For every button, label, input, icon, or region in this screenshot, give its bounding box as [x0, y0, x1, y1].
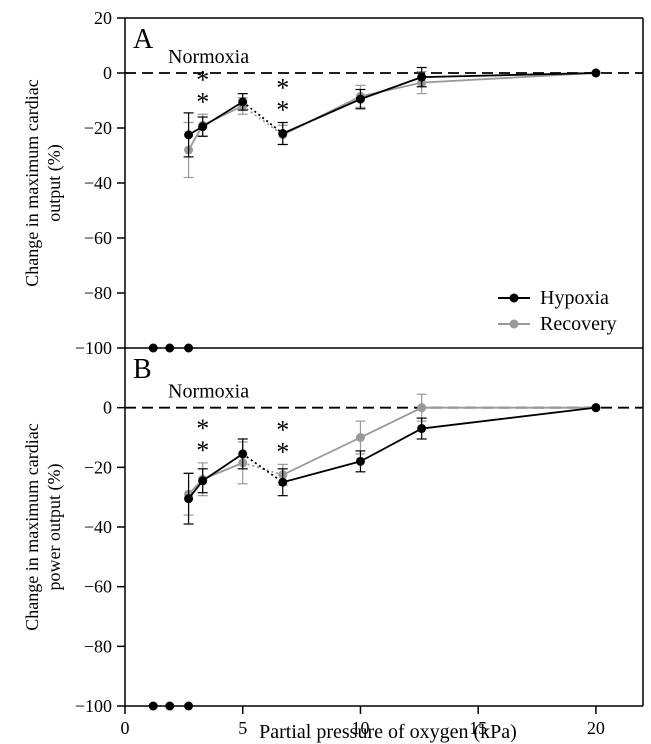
- y-axis-title: Change in maximum cardiac output (%): [22, 79, 65, 286]
- series-segment-recovery: [242, 461, 284, 476]
- x-tick-label: 20: [587, 718, 605, 738]
- series-segment-recovery: [282, 436, 361, 476]
- series-segment-hypoxia: [282, 460, 361, 484]
- normoxia-label: Normoxia: [168, 46, 249, 68]
- series-recovery: [183, 68, 601, 179]
- significance-asterisk: *: [196, 436, 209, 465]
- data-point-hypoxia: [198, 122, 208, 132]
- y-tick-label: −80: [84, 283, 112, 303]
- y-axis-title-line: Change in maximum cardiac: [22, 423, 42, 630]
- x-tick-label: 10: [351, 718, 369, 738]
- y-tick-label: −40: [84, 517, 112, 537]
- y-tick-label: −100: [75, 696, 112, 716]
- legend: Hypoxia Recovery: [498, 287, 617, 335]
- data-point-hypoxia: [238, 449, 248, 459]
- panel-a: 20 0 −20 −40 −60 −80 −100 Change in maximum car…: [22, 8, 643, 358]
- axis-point: [184, 343, 194, 353]
- significance-asterisk: *: [276, 74, 289, 103]
- y-tick-label: −80: [84, 636, 112, 656]
- x-tick-label: 5: [238, 718, 247, 738]
- normoxia-label: Normoxia: [168, 381, 249, 403]
- axis-point: [165, 343, 175, 353]
- legend-swatch-marker: [509, 319, 519, 329]
- y-tick-label: −20: [84, 457, 112, 477]
- panel-label: B: [133, 354, 152, 385]
- y-tick-label: −20: [84, 118, 112, 138]
- panel-label: A: [133, 24, 154, 55]
- data-point-hypoxia: [184, 130, 194, 140]
- data-point-recovery: [417, 403, 427, 413]
- series-segment-hypoxia: [242, 101, 284, 135]
- series-hypoxia: [183, 403, 601, 525]
- y-tick-label: 0: [103, 63, 112, 83]
- data-point-hypoxia: [417, 72, 427, 82]
- y-axis-title-line: power output (%): [44, 464, 65, 591]
- significance-asterisk: *: [276, 96, 289, 125]
- y-axis-title-line: Change in maximum cardiac: [22, 79, 42, 286]
- y-tick-label: 0: [103, 398, 112, 418]
- significance-asterisk: *: [196, 414, 209, 443]
- data-point-hypoxia: [591, 68, 601, 78]
- data-point-hypoxia: [238, 97, 248, 107]
- y-axis-title: Change in maximum cardiac power output (%…: [22, 423, 65, 630]
- series-segment-recovery: [360, 81, 422, 98]
- significance-asterisk: *: [196, 65, 209, 94]
- series-segment-recovery: [360, 406, 423, 439]
- y-tick-label: −60: [84, 577, 112, 597]
- legend-label: Recovery: [540, 313, 617, 335]
- series-segment-hypoxia: [360, 427, 423, 463]
- y-tick-label: 20: [94, 8, 112, 28]
- y-axis-title-line: output (%): [44, 144, 65, 221]
- data-point-hypoxia: [355, 456, 365, 466]
- data-point-hypoxia: [355, 94, 365, 104]
- data-point-hypoxia: [278, 129, 288, 138]
- series-segment-hypoxia: [282, 98, 361, 135]
- axis-point: [148, 701, 158, 711]
- series-segment-hypoxia: [242, 453, 284, 483]
- series-segment-hypoxia: [202, 453, 244, 482]
- significance-asterisk: *: [276, 437, 289, 466]
- axis-point: [165, 701, 175, 711]
- data-point-hypoxia: [198, 476, 208, 486]
- series-segment-recovery: [421, 72, 596, 84]
- axis-point: [148, 343, 158, 353]
- series-segment-hypoxia: [360, 76, 422, 100]
- x-tick-label: 0: [121, 718, 130, 738]
- x-axis-title: Partial pressure of oxygen (kPa): [259, 721, 517, 743]
- y-tick-label: −40: [84, 173, 112, 193]
- panel-b: 0 −20 −40 −60 −80 −100 Change in maximum cardi…: [22, 354, 643, 743]
- series-segment-hypoxia: [421, 72, 596, 79]
- data-point-hypoxia: [278, 477, 288, 487]
- y-tick-label: −100: [75, 338, 112, 358]
- series-segment-hypoxia: [202, 101, 244, 128]
- axis-point: [184, 701, 194, 711]
- significance-asterisk: *: [276, 415, 289, 444]
- y-tick-label: −60: [84, 228, 112, 248]
- data-point-recovery: [355, 433, 365, 442]
- data-point-hypoxia: [417, 424, 427, 434]
- series-segment-hypoxia: [421, 406, 597, 430]
- significance-asterisk: *: [196, 87, 209, 116]
- data-point-hypoxia: [591, 403, 601, 413]
- x-tick-label: 15: [469, 718, 487, 738]
- series-hypoxia: [183, 66, 601, 158]
- data-point-hypoxia: [184, 494, 194, 504]
- series-segment-recovery: [242, 105, 284, 136]
- legend-label: Hypoxia: [540, 287, 609, 309]
- legend-swatch-marker: [509, 293, 519, 303]
